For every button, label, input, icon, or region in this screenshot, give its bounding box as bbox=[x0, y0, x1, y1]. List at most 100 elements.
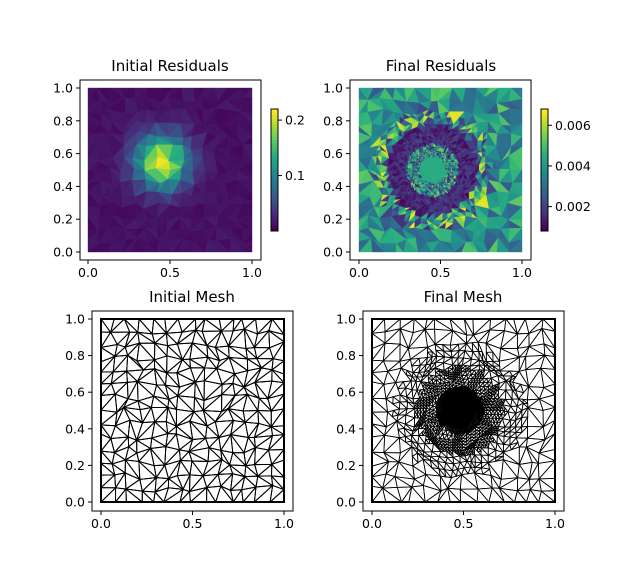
residual-cell bbox=[400, 187, 405, 193]
title-initial-residuals: Initial Residuals bbox=[111, 57, 229, 75]
y-tick-label: 0.2 bbox=[323, 212, 343, 227]
residual-cell bbox=[438, 181, 441, 185]
residual-cell bbox=[420, 209, 430, 218]
residual-cell bbox=[405, 181, 409, 186]
residual-cell bbox=[412, 176, 415, 180]
residual-cell bbox=[398, 181, 404, 186]
residual-cell bbox=[436, 180, 439, 184]
residual-cell bbox=[468, 184, 477, 193]
y-tick-label: 0.8 bbox=[53, 113, 73, 128]
residual-cell bbox=[445, 221, 454, 230]
residual-cell bbox=[444, 183, 448, 186]
residual-cell bbox=[412, 184, 416, 189]
residual-cell bbox=[431, 185, 434, 188]
colorbar-segment bbox=[541, 179, 548, 183]
residual-cell bbox=[436, 202, 441, 206]
residual-cell bbox=[395, 172, 401, 177]
x-tick-label: 0.5 bbox=[183, 516, 203, 531]
colorbar-segment bbox=[541, 136, 548, 140]
residual-cell bbox=[394, 179, 399, 183]
residual-cell bbox=[392, 169, 398, 174]
x-tick-label: 1.0 bbox=[242, 265, 262, 280]
residual-cell bbox=[453, 188, 457, 193]
colorbar-segment bbox=[541, 218, 548, 223]
title-initial-mesh: Initial Mesh bbox=[149, 288, 235, 306]
residual-cell bbox=[426, 185, 430, 189]
residual-cell bbox=[458, 187, 463, 193]
residual-cell bbox=[450, 194, 454, 200]
y-tick-label: 0.8 bbox=[323, 113, 343, 128]
colorbar-segment bbox=[271, 218, 278, 223]
colorbar-segment bbox=[541, 203, 548, 208]
residual-cell bbox=[452, 211, 460, 217]
colorbar-segment bbox=[541, 115, 548, 119]
residual-cell bbox=[432, 183, 435, 186]
colorbar-segment bbox=[541, 151, 548, 156]
residual-cell bbox=[427, 176, 430, 179]
residual-cell bbox=[420, 180, 424, 183]
residual-cell bbox=[432, 178, 435, 182]
colorbar-segment bbox=[541, 163, 548, 168]
residual-cell bbox=[405, 179, 409, 183]
residual-cell bbox=[398, 198, 408, 206]
residual-cell bbox=[431, 181, 434, 184]
residual-cell bbox=[452, 201, 461, 209]
residual-cell bbox=[475, 184, 483, 194]
residual-cell bbox=[418, 179, 422, 182]
residual-cell bbox=[413, 173, 415, 176]
residual-cell bbox=[464, 198, 471, 207]
residual-cell bbox=[410, 180, 414, 185]
residual-cell bbox=[439, 187, 441, 189]
residual-cell bbox=[418, 186, 422, 189]
residual-cell bbox=[410, 210, 417, 215]
colorbar-segment bbox=[271, 118, 278, 122]
residual-cell bbox=[411, 187, 415, 192]
residual-cell bbox=[439, 191, 443, 196]
residual-cell bbox=[435, 189, 438, 192]
residual-cell bbox=[406, 187, 410, 192]
residual-cell bbox=[458, 215, 466, 223]
residual-cell bbox=[442, 205, 448, 215]
colorbar-segment bbox=[541, 212, 548, 217]
residual-cell bbox=[420, 193, 425, 198]
colorbar-segment bbox=[541, 139, 548, 144]
residual-cell bbox=[450, 182, 455, 187]
residual-cell bbox=[441, 186, 444, 189]
colorbar-segment bbox=[541, 157, 548, 162]
residual-cell bbox=[442, 201, 446, 206]
residual-cell bbox=[416, 174, 420, 177]
colorbar-segment bbox=[271, 179, 278, 183]
residual-cell bbox=[423, 201, 428, 206]
colorbar-segment bbox=[271, 224, 278, 229]
colorbar-segment bbox=[271, 115, 278, 119]
colorbar-segment bbox=[541, 188, 548, 192]
residual-cell bbox=[385, 199, 395, 206]
y-tick-label: 0.4 bbox=[53, 179, 73, 194]
residual-cell bbox=[134, 87, 149, 99]
residual-cell bbox=[456, 191, 460, 197]
residual-cell bbox=[436, 195, 441, 200]
residual-cell bbox=[409, 170, 413, 175]
residual-cell bbox=[373, 171, 383, 178]
residual-cell bbox=[461, 184, 466, 189]
residual-cell bbox=[430, 197, 435, 201]
residual-cell bbox=[409, 190, 413, 196]
colorbar-segment bbox=[271, 188, 278, 192]
colorbar-segment bbox=[271, 215, 278, 220]
residual-cell bbox=[416, 180, 420, 184]
residual-cell bbox=[463, 179, 472, 188]
residual-cell bbox=[464, 180, 469, 185]
residual-cell bbox=[461, 190, 465, 195]
colorbar-segment bbox=[271, 157, 278, 162]
colorbar-segment bbox=[541, 133, 548, 137]
x-tick-label: 0.5 bbox=[160, 265, 180, 280]
residual-cell bbox=[410, 199, 415, 205]
residual-cell bbox=[416, 177, 420, 180]
residual-cell bbox=[456, 184, 460, 190]
colorbar-segment bbox=[541, 160, 548, 165]
residual-cell bbox=[421, 171, 424, 174]
residual-cell bbox=[159, 87, 174, 103]
residual-cell bbox=[414, 182, 418, 186]
residual-cell bbox=[412, 172, 414, 176]
